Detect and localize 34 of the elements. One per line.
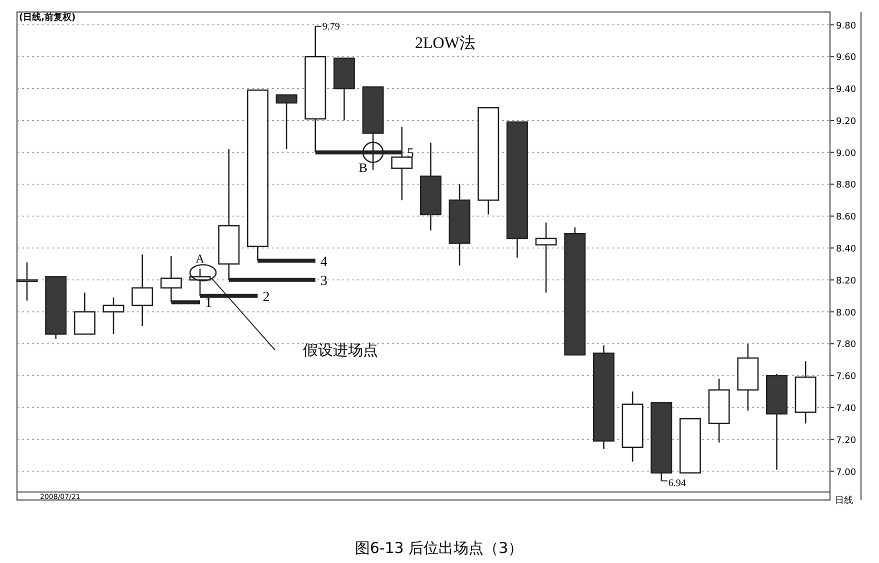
y-tick-label: 9.60 bbox=[836, 53, 856, 64]
y-tick-label: 8.80 bbox=[836, 180, 856, 191]
y-tick-label: 8.20 bbox=[836, 276, 856, 286]
candlestick bbox=[535, 222, 557, 294]
y-tick-label: 9.20 bbox=[836, 116, 856, 127]
candlestick bbox=[16, 262, 38, 302]
y-tick-label: 8.40 bbox=[836, 244, 856, 255]
y-tick-label: 7.60 bbox=[836, 372, 856, 382]
annotation: B bbox=[358, 160, 368, 175]
text: 日线 bbox=[835, 495, 853, 506]
candlestick bbox=[74, 292, 96, 335]
y-tick-label: 7.00 bbox=[836, 468, 856, 478]
y-tick-label: 7.80 bbox=[836, 340, 856, 350]
y-tick-label: 7.20 bbox=[836, 436, 856, 446]
y-tick-label: 9.00 bbox=[836, 148, 856, 159]
y-tick-label: 8.60 bbox=[836, 212, 856, 223]
series-label: 4 bbox=[320, 254, 328, 270]
y-tick-label: 7.40 bbox=[836, 404, 856, 414]
annotation: 6.94 bbox=[668, 478, 686, 489]
candlestick bbox=[102, 296, 124, 335]
annotation: (日线,前复权) bbox=[19, 12, 76, 23]
y-tick-label: 9.80 bbox=[836, 21, 856, 32]
annotation: A bbox=[196, 252, 205, 266]
caption: 图6-13 后位出场点（3） bbox=[354, 539, 524, 557]
candlestick bbox=[276, 94, 298, 150]
series-label: 3 bbox=[320, 274, 328, 289]
annotation: 假设进场点 bbox=[303, 341, 378, 359]
legend-label: 1 bbox=[205, 296, 212, 312]
text: 2LOW法 bbox=[415, 34, 476, 52]
series-label: 2 bbox=[262, 290, 270, 305]
candlestick bbox=[132, 254, 154, 327]
y-tick-label: 9.40 bbox=[836, 85, 856, 96]
y-tick-label: 8.00 bbox=[836, 308, 856, 318]
annotation: 9.79 bbox=[322, 21, 340, 32]
